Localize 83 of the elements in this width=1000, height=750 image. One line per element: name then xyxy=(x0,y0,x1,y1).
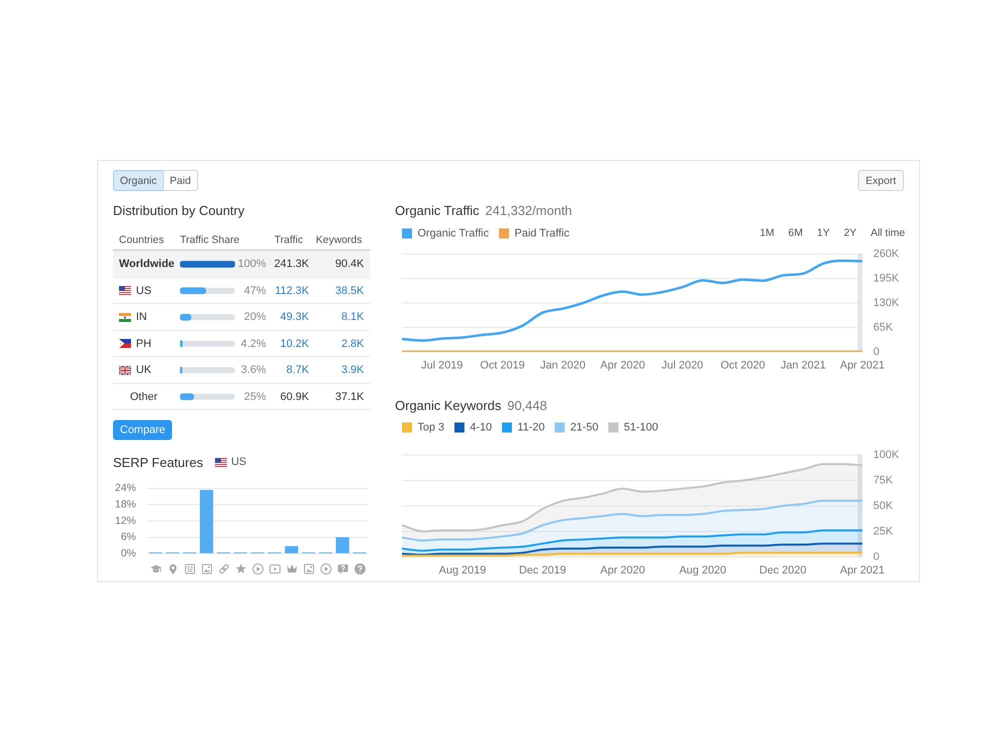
chart-subtitle: 90,448 xyxy=(507,398,547,412)
y-tick-label: 0 xyxy=(873,550,880,563)
x-tick-label: Jan 2021 xyxy=(780,359,826,372)
y-tick-label: 12% xyxy=(115,514,136,527)
text: 60.9K xyxy=(280,390,309,402)
y-tick-label: 25K xyxy=(873,525,894,538)
y-tick-label: 260K xyxy=(873,248,900,260)
text: Keywords xyxy=(316,234,362,246)
text: 90.4K xyxy=(335,258,364,270)
y-tick-label: UK xyxy=(136,364,152,376)
x-axis-title: Traffic Share xyxy=(180,234,240,246)
text: 8.1K xyxy=(341,311,364,323)
x-tick-label: Oct 2019 xyxy=(480,359,525,372)
x-tick-label: Dec 2019 xyxy=(518,564,566,576)
y-tick-label: IN xyxy=(136,311,147,323)
text: 49.3K xyxy=(280,311,309,323)
y-tick-label: 65K xyxy=(873,321,894,334)
y-tick-label: 195K xyxy=(873,272,900,284)
legend-label: 4-10 xyxy=(470,422,492,434)
x-tick-label: Jul 2020 xyxy=(662,359,704,372)
data-label: 47% xyxy=(244,284,266,296)
x-tick-label: Jul 2019 xyxy=(421,359,463,372)
x-tick-label: Apr 2021 xyxy=(840,564,885,576)
text: 1Y xyxy=(816,227,830,239)
line-series xyxy=(402,260,862,342)
text: 3.9K xyxy=(341,364,364,376)
y-tick-label: 0% xyxy=(120,548,136,560)
text: 1M xyxy=(760,227,774,239)
y-tick-label: 130K xyxy=(873,296,900,309)
button[interactable]: Export xyxy=(858,170,904,191)
bar xyxy=(336,537,350,554)
x-tick-label: Dec 2020 xyxy=(759,564,806,576)
data-label: 20% xyxy=(244,311,266,323)
x-tick-label: Aug 2020 xyxy=(679,564,726,576)
text: 112.3K xyxy=(274,284,309,296)
y-tick-label: 18% xyxy=(115,498,136,511)
text: 2.8K xyxy=(341,338,364,350)
y-tick-label: Worldwide xyxy=(119,258,174,270)
text: 37.1K xyxy=(335,390,364,402)
x-tick-label: Jan 2020 xyxy=(540,359,586,372)
x-tick-label: Aug 2019 xyxy=(438,564,486,576)
text: 8.7K xyxy=(286,364,309,376)
y-tick-label: US xyxy=(136,284,152,296)
text: 2Y xyxy=(844,227,857,239)
chart-subtitle: US xyxy=(231,456,246,468)
toggle-button[interactable]: Paid xyxy=(162,170,198,191)
x-tick-label: Apr 2020 xyxy=(600,359,645,372)
y-tick-label: Other xyxy=(130,390,158,402)
x-tick-label: Oct 2020 xyxy=(720,359,766,372)
toggle-button[interactable]: Organic xyxy=(113,170,164,191)
chart-title: SERP Features xyxy=(113,454,204,470)
legend-label: 11-20 xyxy=(517,422,545,434)
legend-label: Top 3 xyxy=(418,422,444,434)
y-tick-label: 75K xyxy=(873,474,894,486)
text: 10.2K xyxy=(280,338,309,350)
legend-label: 51-100 xyxy=(624,422,658,434)
legend-label: Organic Traffic xyxy=(418,228,490,240)
y-tick-label: 50K xyxy=(873,500,894,512)
y-tick-label: PH xyxy=(136,338,152,350)
y-tick-label: 0 xyxy=(873,346,880,358)
chart-title: Organic Keywords xyxy=(395,398,502,412)
bar xyxy=(200,490,214,554)
x-tick-label: Apr 2021 xyxy=(840,359,885,372)
chart-title: Distribution by Country xyxy=(113,202,244,218)
x-tick-label: Apr 2020 xyxy=(600,564,645,576)
legend-label: Paid Traffic xyxy=(514,228,570,240)
data-label: 100% xyxy=(238,258,266,270)
chart-title: Organic Traffic xyxy=(395,202,480,218)
text: 6M xyxy=(788,227,803,239)
text: 241.3K xyxy=(274,258,309,270)
data-label: 3.6% xyxy=(240,364,266,376)
text: 38.5K xyxy=(335,284,364,296)
y-tick-label: 24% xyxy=(115,482,136,494)
legend-label: 21-50 xyxy=(570,422,598,434)
chart-subtitle: 241,332/month xyxy=(485,202,572,218)
y-tick-label: 6% xyxy=(120,531,136,544)
text: Traffic xyxy=(274,234,303,246)
data-label: 4.2% xyxy=(240,338,266,350)
data-label: 25% xyxy=(244,390,266,402)
text: All time xyxy=(870,227,905,239)
bar xyxy=(284,546,298,554)
y-axis-title: Countries xyxy=(119,234,164,246)
y-tick-label: 100K xyxy=(873,449,900,462)
